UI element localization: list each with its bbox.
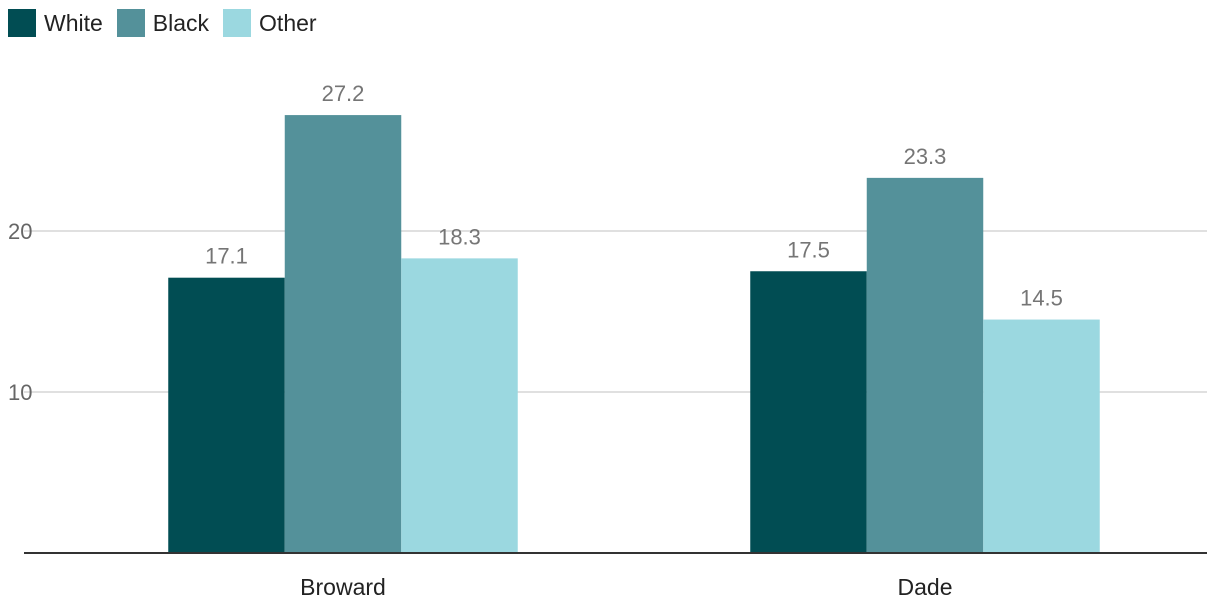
- data-label-white-dade: 17.5: [787, 237, 830, 262]
- legend-swatch-white: [8, 9, 36, 37]
- data-label-white-broward: 17.1: [205, 244, 248, 269]
- bar-other-broward: [401, 258, 518, 553]
- legend-item-black: Black: [116, 9, 210, 37]
- bar-other-dade: [983, 319, 1100, 553]
- category-label-broward: Broward: [300, 574, 386, 600]
- legend-label-other: Other: [259, 9, 317, 36]
- bar-white-dade: [750, 271, 867, 553]
- legend-item-other: Other: [223, 9, 317, 37]
- legend-label-white: White: [44, 9, 103, 36]
- legend-item-white: White: [8, 9, 103, 37]
- bar-white-broward: [168, 277, 285, 553]
- data-label-other-broward: 18.3: [438, 224, 481, 249]
- y-tick-label-10: 10: [8, 380, 32, 405]
- y-tick-label-20: 20: [8, 219, 32, 244]
- bar-black-broward: [284, 115, 402, 553]
- data-label-black-dade: 23.3: [904, 144, 947, 169]
- legend-swatch-black: [116, 9, 145, 37]
- category-label-dade: Dade: [898, 574, 953, 600]
- data-label-black-broward: 27.2: [322, 81, 365, 106]
- legend: White Black Other: [8, 8, 331, 38]
- legend-swatch-other: [223, 9, 252, 37]
- legend-label-black: Black: [152, 9, 210, 36]
- data-label-other-dade: 14.5: [1020, 286, 1063, 311]
- bar-black-dade: [866, 177, 984, 553]
